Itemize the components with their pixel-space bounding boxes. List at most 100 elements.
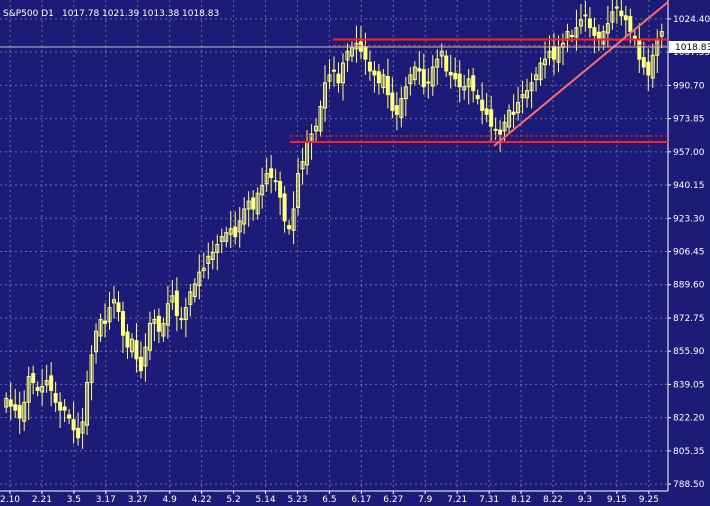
candle-body (89, 354, 94, 384)
candle-body (98, 318, 103, 337)
candle-body (367, 61, 372, 72)
candle-body (62, 406, 67, 411)
candle-body (502, 121, 507, 132)
candle-body (646, 61, 651, 76)
low-value: 1013.38 (142, 9, 179, 19)
candle-body (44, 380, 49, 386)
candle-body (592, 27, 597, 36)
candle-body (399, 98, 404, 119)
candle-body (430, 66, 435, 87)
candle-body (147, 322, 152, 351)
candle-body (385, 76, 390, 96)
candle-body (219, 236, 224, 242)
y-tick-label: 822.20 (673, 414, 705, 424)
candle-body (650, 54, 655, 79)
candle-body (340, 62, 345, 84)
candle-body (210, 251, 215, 261)
candle-body (511, 111, 516, 115)
candle-body (22, 401, 27, 422)
candle-body (421, 68, 426, 88)
time-axis: 2.10 2.21 3.5 3.17 3.27 4.9 4.22 5.2 5.14 5.23 6.5… (0, 491, 659, 505)
candle-body (246, 200, 251, 210)
candle-body (4, 397, 9, 408)
candle-body (228, 228, 233, 235)
candle-body (215, 244, 220, 253)
candle-body (76, 427, 81, 439)
candlestick-series (4, 0, 664, 449)
candle-body (49, 375, 54, 391)
x-tick-label: 9.3 (578, 495, 592, 505)
candle-body (444, 55, 449, 72)
y-tick-label: 889.60 (673, 281, 705, 291)
candle-body (282, 193, 287, 222)
candle-body (143, 346, 148, 367)
candle-body (174, 290, 179, 317)
candle-body (120, 311, 125, 336)
candle-body (484, 108, 489, 115)
candle-body (381, 74, 386, 89)
candle-body (323, 82, 328, 109)
candle-body (260, 184, 265, 196)
candle-body (31, 372, 36, 384)
x-tick-label: 2.21 (32, 495, 52, 505)
x-tick-label: 7.21 (447, 495, 467, 505)
candle-body (188, 291, 193, 305)
candle-body (525, 90, 530, 99)
candle-body (489, 109, 494, 127)
candle-body (408, 74, 413, 85)
candle-body (403, 86, 408, 100)
candle-body (224, 232, 229, 242)
candle-body (80, 421, 85, 434)
high-value: 1021.39 (102, 9, 139, 19)
candle-body (242, 208, 247, 225)
candle-body (641, 57, 646, 68)
price-axis: 1024.40 1007.55 990.70 973.85 957.00 940.15 92… (668, 15, 710, 490)
y-tick-label: 923.30 (673, 214, 705, 224)
candle-body (26, 376, 31, 403)
y-tick-label: 990.70 (673, 81, 705, 91)
candle-body (67, 414, 72, 419)
candle-body (165, 303, 170, 326)
y-tick-label: 906.45 (673, 248, 705, 258)
chart-annotations[interactable] (290, 1, 669, 147)
x-tick-label: 4.22 (192, 495, 212, 505)
candle-body (206, 255, 211, 264)
candle-body (552, 46, 556, 60)
candle-body (35, 386, 40, 391)
y-tick-label: 940.15 (673, 181, 705, 191)
candle-body (538, 62, 543, 81)
candle-body (439, 50, 444, 57)
x-tick-label: 6.5 (322, 495, 336, 505)
candle-body (516, 102, 521, 114)
candle-body (435, 58, 440, 68)
candle-body (480, 99, 485, 111)
x-tick-label: 7.9 (418, 495, 433, 505)
candle-body (601, 31, 606, 45)
candle-body (58, 401, 63, 411)
candle-body (183, 307, 188, 320)
y-tick-label: 872.75 (673, 314, 705, 324)
candle-body (372, 70, 377, 76)
candle-body (574, 27, 579, 38)
x-tick-label: 8.12 (511, 495, 531, 505)
x-tick-label: 8.22 (543, 495, 563, 505)
candle-body (278, 180, 283, 198)
candle-body (201, 267, 206, 272)
y-tick-label: 839.05 (673, 380, 705, 390)
x-tick-label: 3.17 (96, 495, 116, 505)
trendline[interactable] (493, 1, 669, 147)
candle-body (269, 168, 274, 178)
candle-body (493, 128, 498, 131)
candle-body (569, 34, 574, 37)
x-tick-label: 5.2 (226, 495, 240, 505)
candle-body (255, 192, 260, 215)
candle-body (332, 69, 336, 72)
candle-body (125, 331, 130, 348)
candle-body (336, 73, 341, 84)
candle-body (179, 318, 184, 321)
candle-body (170, 295, 175, 303)
candle-body (376, 71, 381, 84)
candle-body (296, 173, 301, 208)
